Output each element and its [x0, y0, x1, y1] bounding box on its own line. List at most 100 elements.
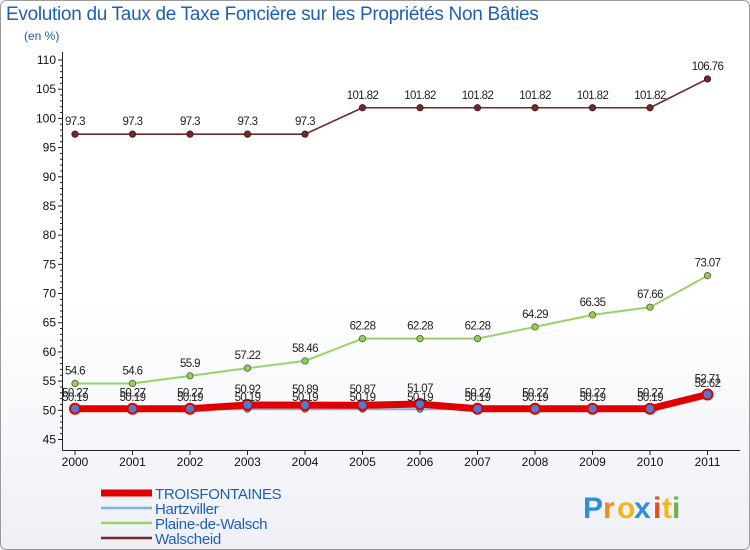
series-troisfontaines [69, 388, 714, 415]
data-label: 52.62 [695, 378, 721, 390]
data-label: 54.6 [123, 365, 143, 377]
y-tick-label: 60 [43, 345, 57, 359]
series-line [75, 391, 709, 413]
data-point [416, 104, 424, 112]
data-point [356, 399, 369, 412]
logo-letter: i [672, 492, 680, 525]
data-label: 50.19 [62, 392, 88, 404]
data-point [128, 130, 137, 138]
data-point [529, 402, 541, 415]
data-point [416, 335, 424, 343]
data-label: 97.3 [238, 116, 258, 128]
data-label: 54.6 [65, 365, 85, 377]
series-line [75, 274, 708, 385]
data-label: 50.19 [580, 392, 606, 404]
data-point [531, 323, 539, 331]
logo-letter: r [603, 492, 615, 525]
data-label: 50.27 [177, 388, 203, 400]
data-label: 97.3 [123, 116, 143, 128]
x-tick-label: 2007 [464, 455, 491, 469]
data-label: 50.19 [350, 392, 376, 404]
y-tick-label: 110 [37, 53, 56, 67]
data-label: 101.82 [347, 90, 379, 102]
data-point [473, 335, 482, 343]
data-label: 101.82 [577, 90, 609, 102]
series-line [75, 78, 708, 135]
data-point [644, 402, 656, 415]
logo-letter: x [634, 492, 651, 525]
data-point [243, 364, 252, 372]
chart-subtitle: (en %) [24, 29, 60, 43]
data-point [586, 402, 599, 415]
data-point [301, 130, 309, 138]
data-label: 101.82 [404, 90, 436, 102]
data-label: 73.07 [695, 258, 721, 270]
data-point [301, 357, 309, 365]
series-plaine-de-walsch [71, 272, 712, 388]
x-tick-label: 2006 [407, 455, 434, 469]
chart-title: Evolution du Taux de Taxe Foncière sur l… [6, 4, 539, 25]
data-point [71, 130, 79, 138]
data-point [473, 104, 482, 112]
data-point [243, 130, 252, 138]
data-label: 50.19 [235, 392, 261, 404]
y-tick-label: 90 [43, 170, 57, 184]
data-point [128, 379, 137, 388]
data-label: 50.19 [637, 392, 663, 404]
data-label: 57.22 [235, 350, 261, 362]
data-label: 55.9 [180, 358, 200, 370]
x-tick-label: 2003 [234, 455, 261, 469]
legend-label: TROISFONTAINES [155, 486, 282, 503]
data-point [471, 402, 484, 415]
data-label: 50.27 [120, 388, 146, 400]
data-label: 101.82 [462, 90, 494, 102]
data-label: 50.27 [580, 388, 606, 400]
data-label: 58.46 [292, 343, 318, 355]
data-label: 101.82 [519, 90, 551, 102]
data-point [69, 402, 81, 415]
data-label: 50.19 [177, 392, 203, 404]
data-point [299, 399, 311, 412]
data-label: 106.76 [692, 61, 724, 73]
y-tick-label: 95 [43, 141, 57, 155]
data-point [588, 104, 597, 112]
data-label: 66.35 [580, 297, 606, 309]
y-tick-label: 45 [43, 433, 57, 447]
data-label: 50.27 [62, 388, 88, 400]
data-label: 50.19 [465, 392, 491, 404]
data-label: 62.28 [407, 321, 433, 333]
y-tick-label: 100 [36, 111, 56, 125]
logo-letter: t [662, 492, 672, 525]
y-tick-label: 105 [36, 82, 56, 96]
data-label: 97.3 [295, 116, 315, 128]
data-label: 52.71 [695, 373, 721, 385]
logo-letter: o [617, 492, 635, 525]
data-point [703, 272, 712, 280]
data-label: 62.28 [350, 321, 376, 333]
data-label: 50.19 [522, 392, 548, 404]
x-tick-label: 2008 [522, 455, 549, 469]
y-tick-label: 50 [43, 403, 57, 417]
x-tick-label: 2011 [695, 455, 721, 469]
data-label: 50.19 [407, 392, 433, 404]
logo-letter: P [583, 492, 603, 525]
data-label: 50.27 [637, 388, 663, 400]
x-tick-label: 2005 [349, 455, 376, 469]
data-label: 50.27 [465, 388, 491, 400]
data-point [184, 402, 196, 415]
logo-letter: i [653, 492, 661, 525]
data-point [646, 104, 654, 112]
data-point [588, 311, 597, 319]
data-label: 67.66 [637, 289, 663, 301]
legend-label: Walscheid [155, 531, 221, 548]
data-label: 101.82 [634, 90, 666, 102]
data-label: 97.3 [65, 116, 85, 128]
data-labels-layer: 97.3 97.3 97.3 97.3 97.3 101.82 101.82 101.82 10… [62, 61, 724, 404]
data-label: 50.92 [235, 384, 261, 396]
data-point [531, 104, 539, 112]
data-point [358, 104, 367, 112]
data-point [703, 75, 712, 83]
x-tick-label: 2000 [62, 455, 89, 469]
